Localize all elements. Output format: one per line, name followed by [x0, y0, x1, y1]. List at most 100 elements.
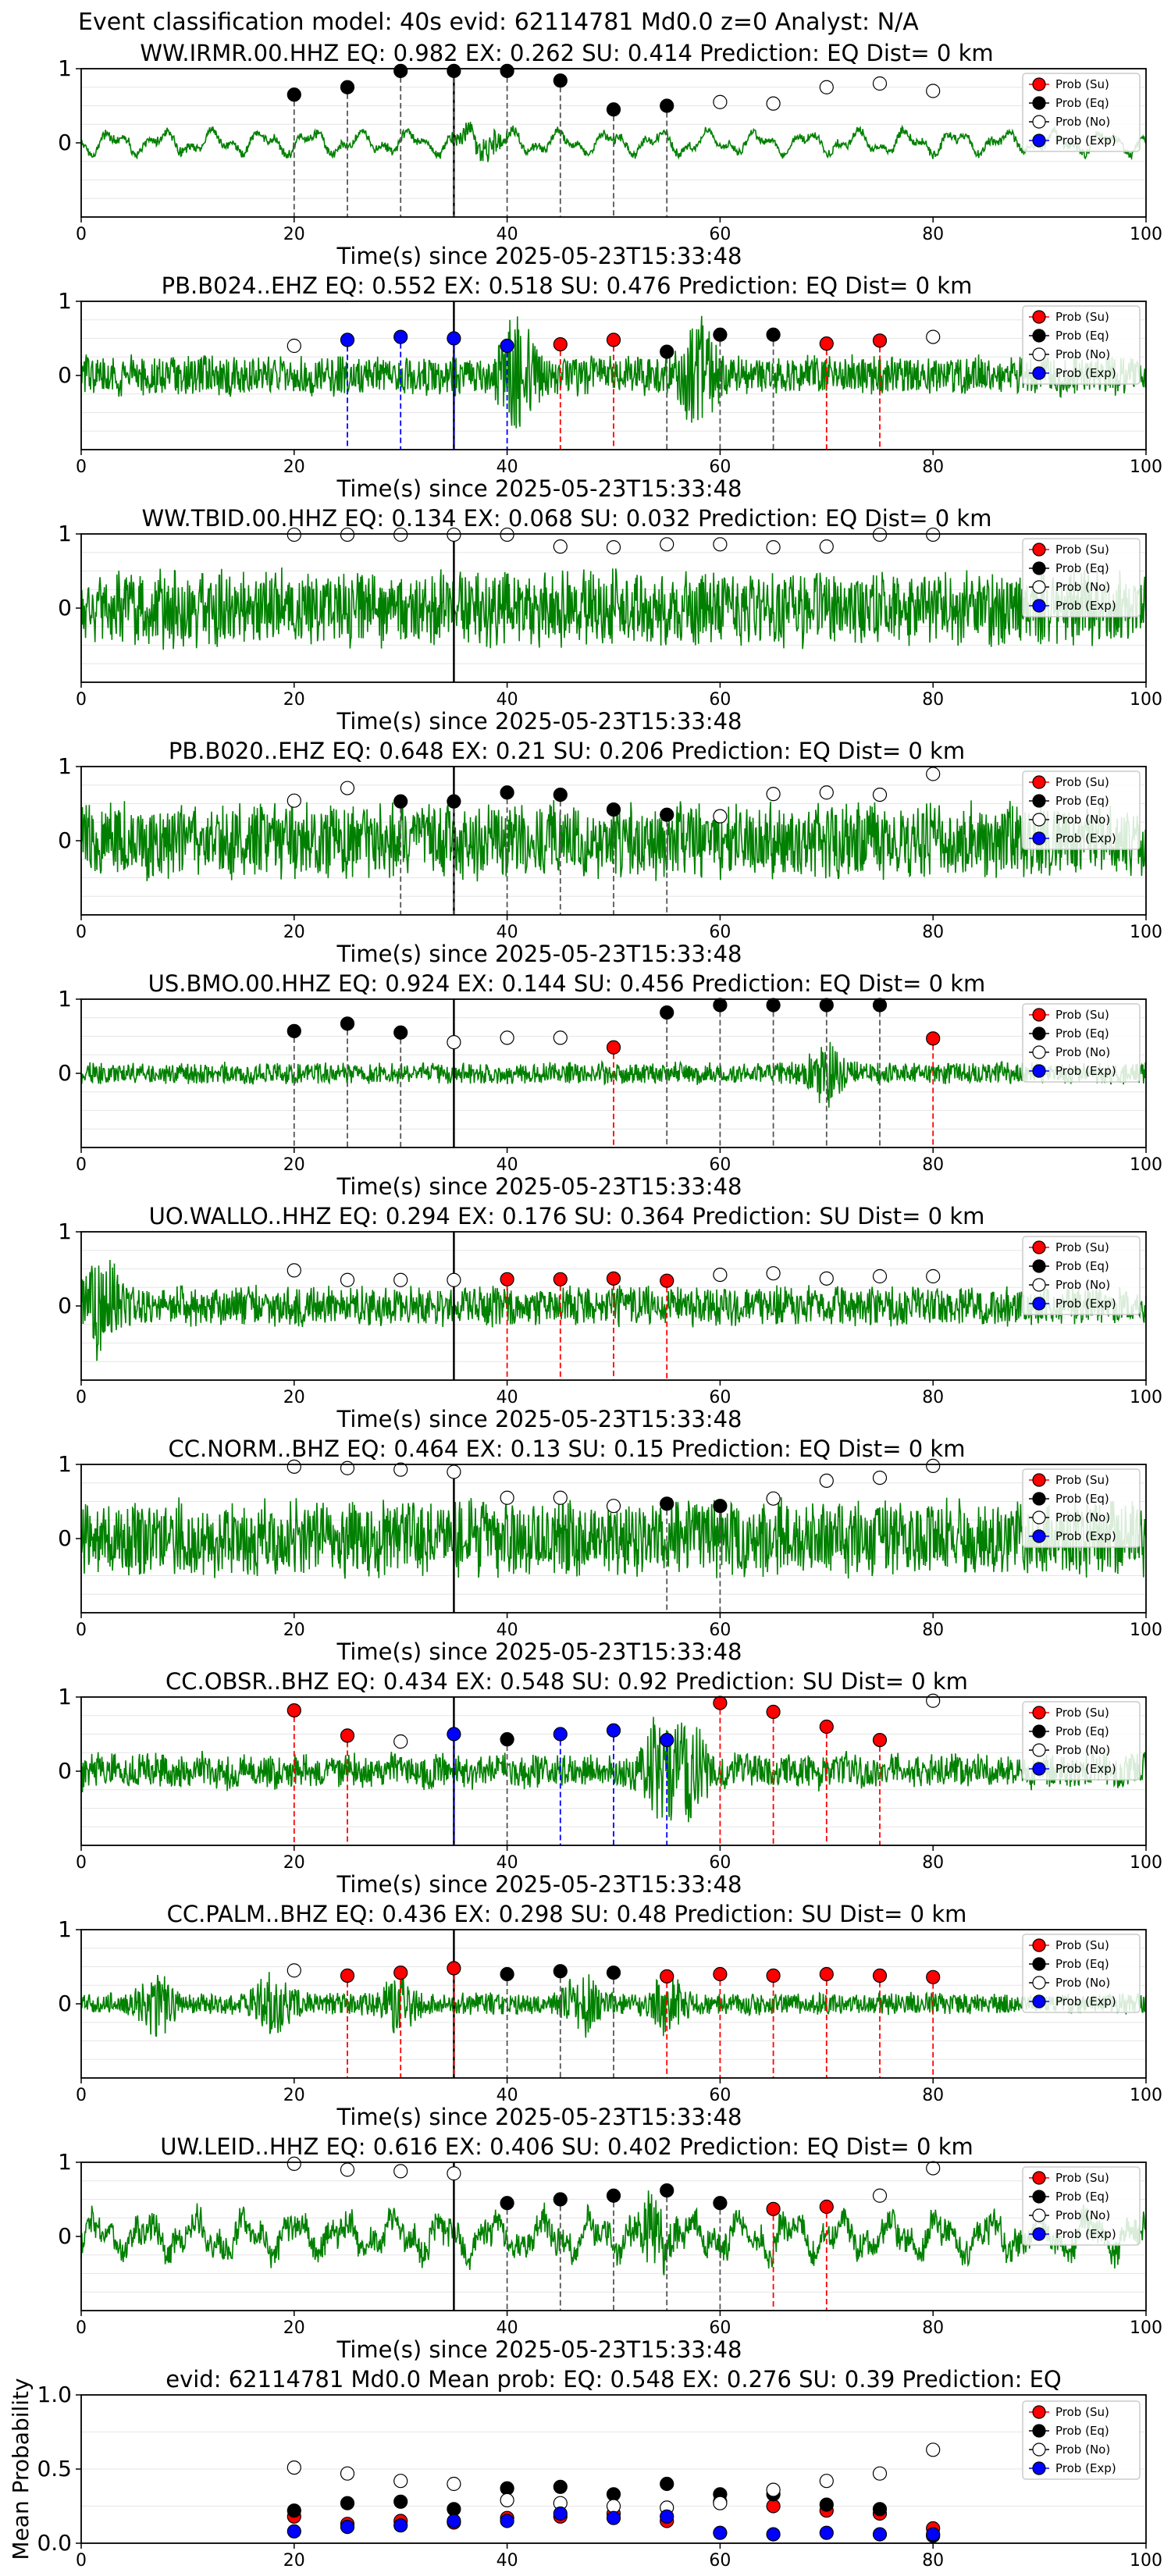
legend-box: [1022, 538, 1141, 617]
x-tick-label: 20: [283, 2086, 305, 2105]
prob-marker-no: [500, 1490, 514, 1505]
x-tick-label: 60: [709, 1155, 731, 1175]
prob-marker-su: [819, 1966, 834, 1982]
x-tick-label: 100: [1130, 2318, 1162, 2338]
prob-marker-su: [553, 1272, 568, 1286]
prob-marker-eq: [287, 1023, 301, 1038]
legend-label-su: Prob (Su): [1055, 1008, 1109, 1022]
legend-marker-exp: [1032, 2227, 1046, 2241]
prob-marker-no: [660, 537, 674, 552]
x-tick-label: 20: [283, 2318, 305, 2338]
prob-marker-no: [766, 1266, 781, 1281]
legend-label-exp: Prob (Exp): [1055, 1762, 1116, 1776]
legend-marker-no: [1032, 115, 1046, 129]
chart-panel-3: WW.TBID.00.HHZ EQ: 0.134 EX: 0.068 SU: 0…: [58, 505, 1162, 735]
prob-marker-eq: [393, 1025, 408, 1040]
prob-marker-eq: [500, 1732, 514, 1747]
mean-marker-eq: [872, 2502, 888, 2517]
legend-marker-eq: [1032, 2424, 1046, 2438]
x-axis-label: Time(s) since 2025-05-23T15:33:48: [336, 1173, 742, 1200]
legend-label-exp: Prob (Exp): [1055, 2461, 1116, 2475]
waveform-trace: [80, 315, 1147, 429]
prob-marker-no: [287, 1459, 301, 1474]
prob-marker-no: [606, 539, 621, 555]
prob-marker-exp: [500, 338, 514, 354]
x-tick-label: 20: [283, 1388, 305, 1407]
chart-panel-5: US.BMO.00.HHZ EQ: 0.924 EX: 0.144 SU: 0.…: [58, 970, 1162, 1200]
y-tick-label: 1: [58, 2149, 72, 2175]
x-tick-label: 60: [709, 1388, 731, 1407]
prob-marker-no: [447, 1034, 461, 1050]
legend-marker-su: [1032, 310, 1046, 324]
prob-marker-eq: [660, 98, 674, 113]
prob-marker-no: [766, 1491, 781, 1506]
x-axis-label: Time(s) since 2025-05-23T15:33:48: [336, 1871, 742, 1898]
legend-box: [1022, 1701, 1141, 1781]
x-tick-label: 60: [709, 457, 731, 477]
mean-marker-exp: [500, 2514, 514, 2528]
prob-marker-no: [926, 527, 941, 543]
x-tick-label: 60: [709, 1621, 731, 1640]
chart-panel-10: UW.LEID..HHZ EQ: 0.616 EX: 0.406 SU: 0.4…: [58, 2133, 1162, 2363]
panel-title: CC.OBSR..BHZ EQ: 0.434 EX: 0.548 SU: 0.9…: [166, 1668, 968, 1695]
prob-marker-no: [926, 767, 941, 781]
legend-label-exp: Prob (Exp): [1055, 1529, 1116, 1543]
prob-marker-no: [713, 94, 728, 109]
y-tick-label: 1: [58, 753, 72, 779]
mean-marker-no: [606, 2499, 621, 2514]
prob-marker-no: [553, 1030, 568, 1045]
y-tick-label: 1: [58, 1451, 72, 1477]
prob-marker-exp: [447, 331, 461, 346]
prob-marker-no: [926, 1693, 941, 1708]
prob-marker-no: [713, 1267, 728, 1283]
legend-label-no: Prob (No): [1055, 813, 1110, 827]
x-tick-label: 40: [497, 225, 518, 244]
prob-marker-no: [766, 787, 781, 802]
y-tick-label: 0: [58, 130, 72, 155]
prob-marker-su: [447, 1961, 461, 1976]
legend-marker-eq: [1032, 2190, 1046, 2204]
legend-label-eq: Prob (Eq): [1055, 1957, 1109, 1971]
x-tick-label: 80: [922, 2551, 944, 2571]
legend-marker-eq: [1032, 1724, 1046, 1738]
prob-marker-eq: [340, 1016, 355, 1031]
y-tick-label: 0: [58, 595, 72, 621]
legend-label-no: Prob (No): [1055, 1278, 1110, 1292]
chart-panel-1: WW.IRMR.00.HHZ EQ: 0.982 EX: 0.262 SU: 0…: [58, 40, 1162, 269]
x-tick-label: 80: [922, 923, 944, 942]
legend-label-su: Prob (Su): [1055, 1473, 1109, 1487]
legend-label-exp: Prob (Exp): [1055, 831, 1116, 845]
legend-label-su: Prob (Su): [1055, 2171, 1109, 2185]
prob-marker-exp: [553, 1727, 568, 1742]
legend-marker-exp: [1032, 1994, 1046, 2008]
y-tick-label: 1: [58, 288, 72, 314]
mean-marker-exp: [819, 2525, 834, 2540]
prob-marker-no: [606, 1499, 621, 1514]
mean-marker-exp: [447, 2514, 461, 2528]
prob-marker-no: [819, 80, 834, 94]
x-tick-label: 0: [76, 2318, 87, 2338]
mean-marker-eq: [393, 2494, 408, 2509]
legend-label-no: Prob (No): [1055, 1743, 1110, 1757]
prob-marker-no: [340, 1272, 355, 1287]
legend-label-eq: Prob (Eq): [1055, 1724, 1109, 1738]
panel-title: CC.PALM..BHZ EQ: 0.436 EX: 0.298 SU: 0.4…: [167, 1901, 967, 1927]
panel-title: PB.B020..EHZ EQ: 0.648 EX: 0.21 SU: 0.20…: [169, 738, 965, 764]
mean-marker-exp: [340, 2520, 355, 2535]
x-tick-label: 80: [922, 2086, 944, 2105]
prob-marker-eq: [340, 80, 355, 94]
legend-marker-no: [1032, 813, 1046, 827]
legend-marker-no: [1032, 1278, 1046, 1292]
prob-marker-su: [872, 1733, 888, 1748]
chart-panel-11: evid: 62114781 Md0.0 Mean prob: EQ: 0.54…: [8, 2366, 1162, 2571]
prob-marker-no: [819, 785, 834, 800]
y-tick-label: 1: [58, 55, 72, 81]
x-tick-label: 0: [76, 2086, 87, 2105]
prob-marker-no: [447, 1464, 461, 1479]
mean-marker-no: [340, 2466, 355, 2481]
mean-marker-exp: [766, 2527, 781, 2542]
prob-marker-su: [553, 337, 568, 352]
legend-marker-no: [1032, 2208, 1046, 2222]
y-tick-label: 1: [58, 1684, 72, 1710]
legend-marker-exp: [1032, 133, 1046, 148]
